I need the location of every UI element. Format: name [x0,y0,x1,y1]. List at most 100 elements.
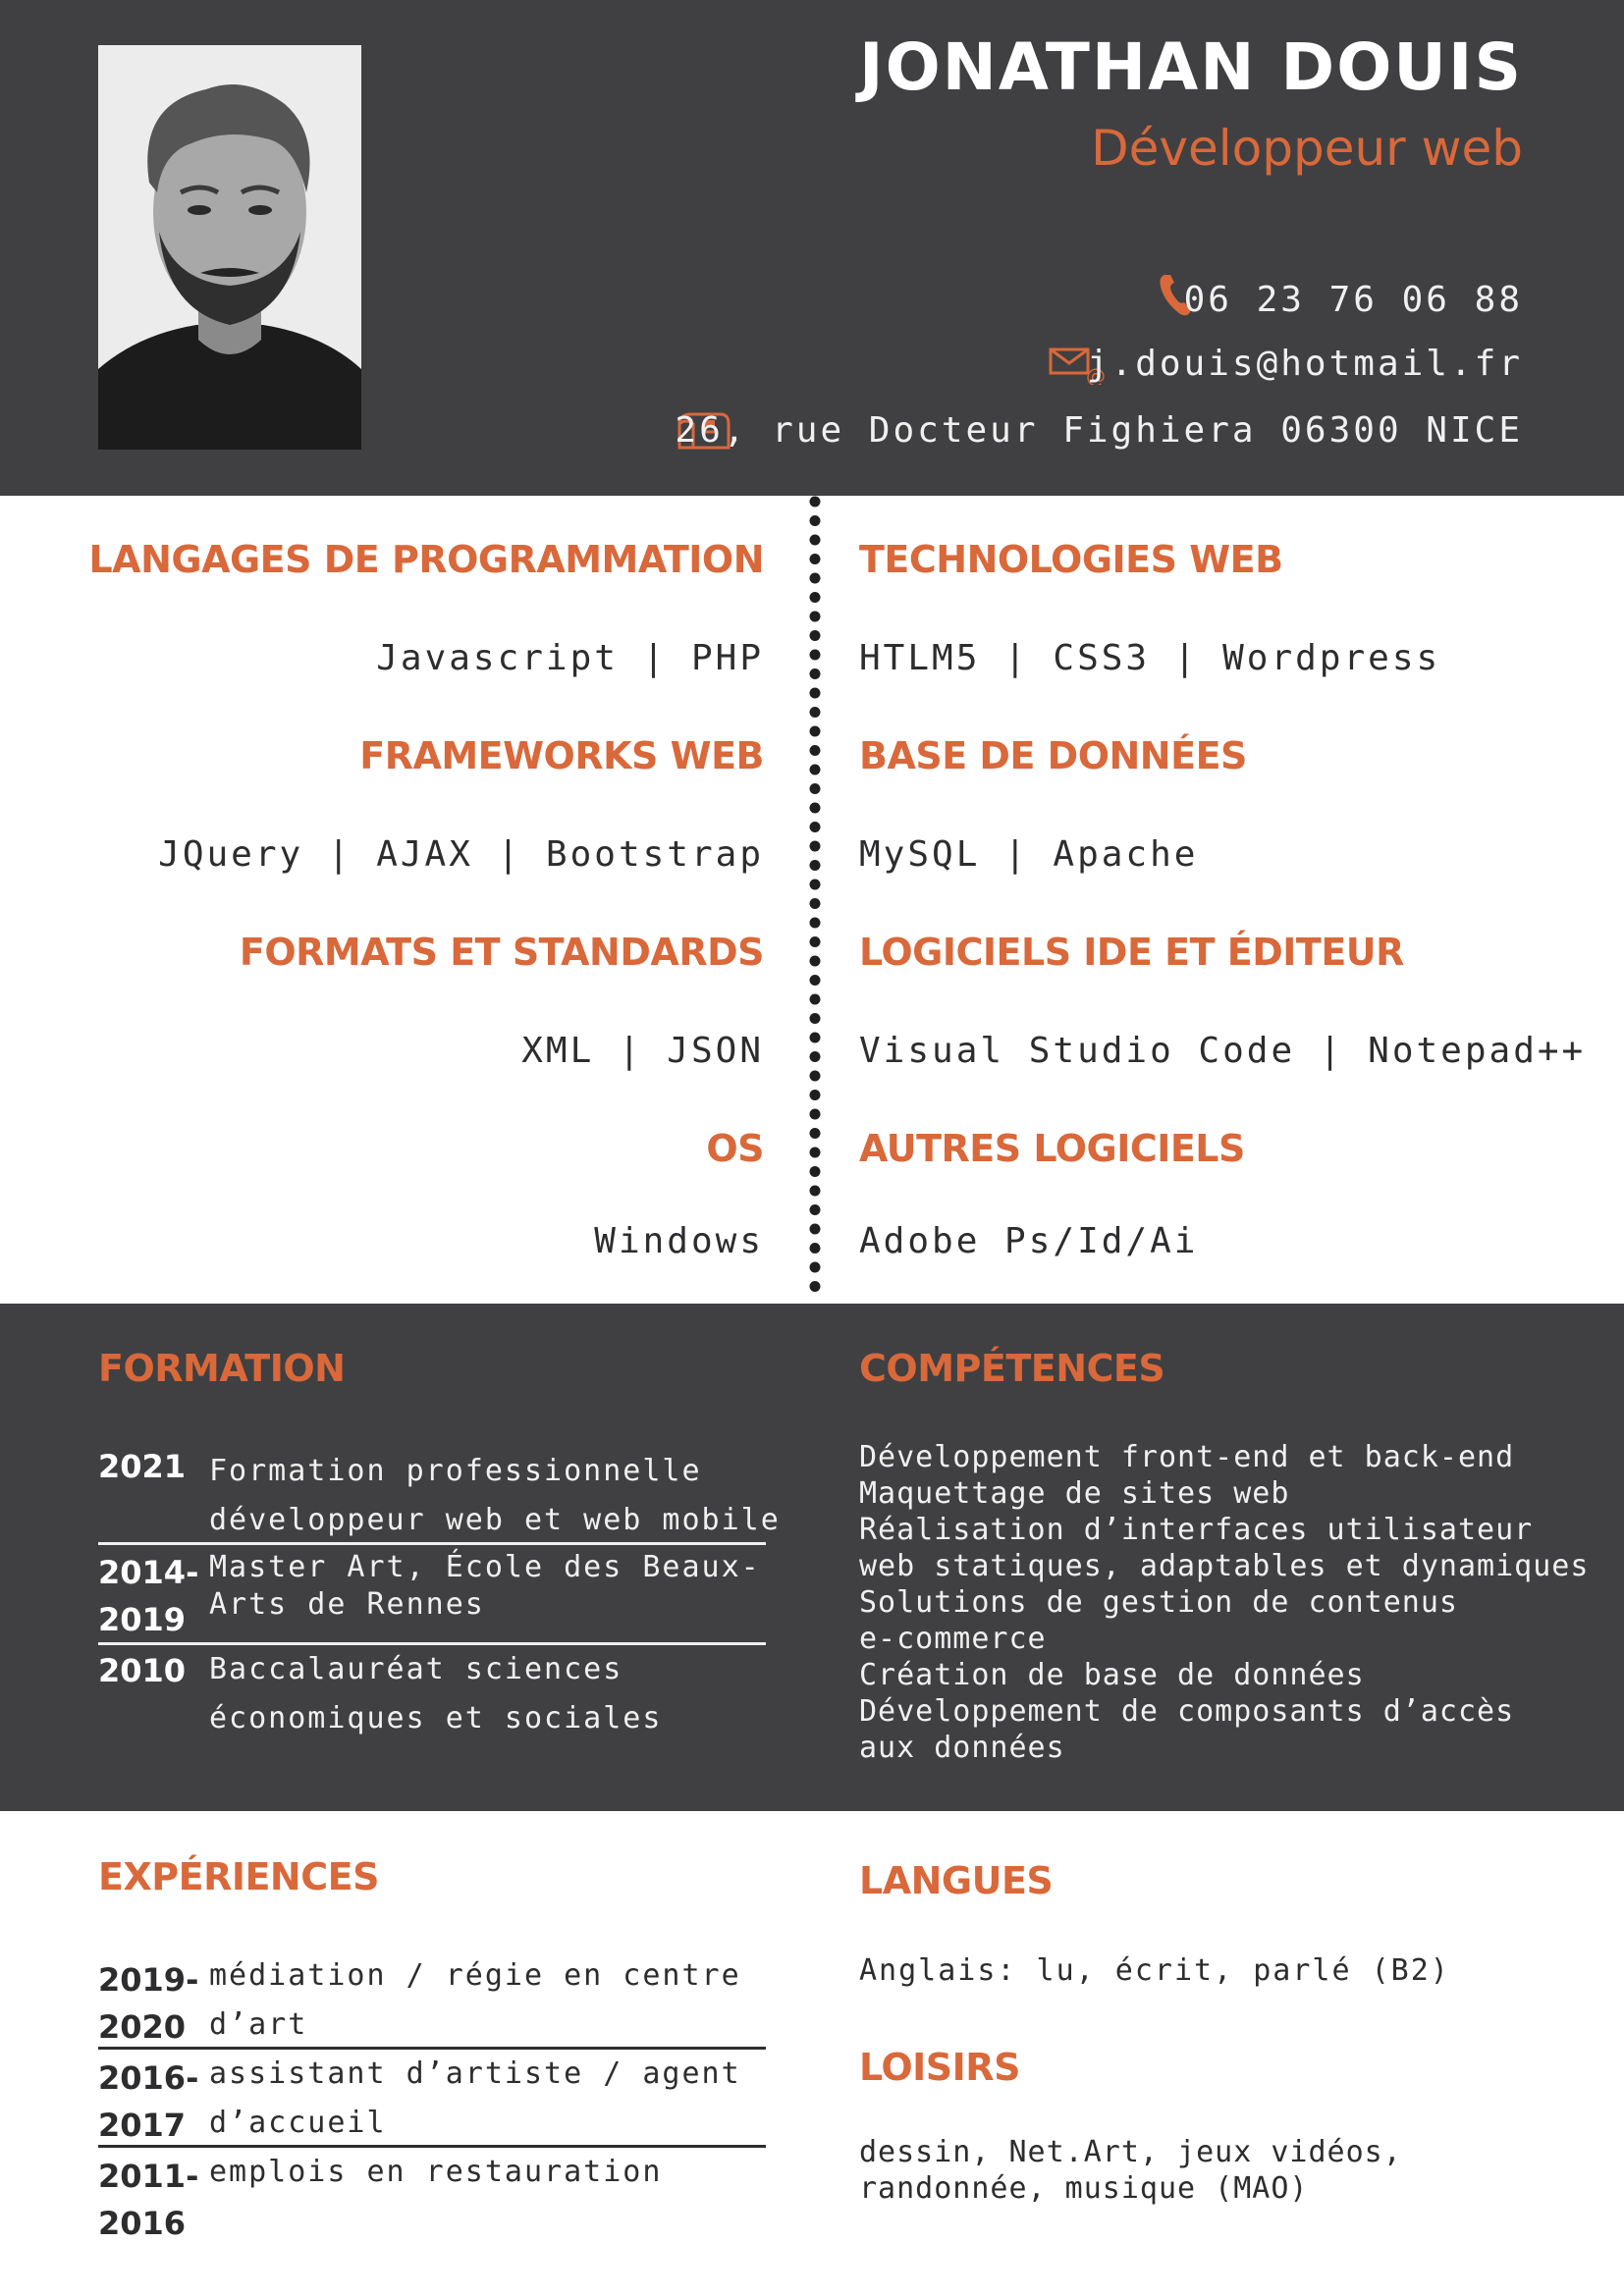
divider-dot [809,1090,821,1100]
formation-line: économiques et sociales [209,1701,663,1735]
competence-line: Maquettage de sites web [859,1476,1290,1511]
profile-photo [98,45,361,450]
value-frameworks: JQuery | AJAX | Bootstrap [158,834,764,875]
divider-dot [809,840,821,852]
job-title: Développeur web [1091,120,1523,177]
divider-dot [809,1185,821,1197]
heading-formation: FORMATION [98,1347,346,1390]
divider-dot [809,725,821,737]
divider-dot [809,802,821,814]
separator-line [98,2047,766,2050]
competence-line: Développement de composants d’accès [859,1694,1515,1729]
separator-line [98,2145,766,2148]
value-formats: XML | JSON [521,1031,764,1071]
competence-line: aux données [859,1731,1065,1765]
postal-address: 26, rue Docteur Fighiera 06300 NICE [675,410,1523,451]
divider-dot [809,975,821,986]
divider-dot [809,1128,821,1139]
divider-dot [809,515,821,526]
phone-number: 06 23 76 06 88 [1183,280,1523,320]
value-bdd: MySQL | Apache [859,834,1199,875]
heading-experiences: EXPÉRIENCES [98,1855,379,1898]
divider-dot [809,611,821,622]
divider-dot [809,1166,821,1177]
divider-dot [809,668,821,679]
experience-line: emplois en restauration [209,2155,663,2189]
divider-dot [809,1223,821,1235]
mail-icon: @ [1049,346,1106,389]
loisirs-line: dessin, Net.Art, jeux vidéos, [859,2135,1402,2169]
divider-dot [809,630,821,641]
mailbox-icon [676,410,732,454]
heading-os: OS [706,1127,764,1170]
formation-year: 2014- [98,1554,199,1591]
divider-dot [809,1243,821,1254]
experience-year: 2016 [98,2205,187,2242]
competence-line: Création de base de données [859,1658,1365,1692]
langues-text: Anglais: lu, écrit, parlé (B2) [859,1953,1450,1988]
divider-dot [809,822,821,832]
divider-dot [809,687,821,699]
divider-dot [809,879,821,890]
experience-line: médiation / régie en centre [209,1958,741,1993]
heading-frameworks: FRAMEWORKS WEB [359,734,764,777]
formation-line: Arts de Rennes [209,1587,485,1622]
heading-technologies: TECHNOLOGIES WEB [859,538,1283,581]
divider-dot [809,1147,821,1158]
formation-year: 2019 [98,1601,187,1638]
divider-dot [809,917,821,929]
experience-year: 2020 [98,2008,187,2046]
competence-line: Réalisation d’interfaces utilisateur [859,1513,1534,1547]
divider-dot [809,1108,821,1120]
separator-line [98,1642,766,1645]
divider-dot [809,1013,821,1024]
header: JONATHAN DOUIS Développeur web 06 23 76 … [0,0,1624,496]
divider-dot [809,572,821,584]
heading-langues: LANGUES [859,1859,1054,1902]
experience-year: 2017 [98,2107,187,2144]
competence-line: web statiques, adaptables et dynamiques [859,1549,1590,1583]
phone-icon [1159,273,1192,322]
formation-line: développeur web et web mobile [209,1503,781,1537]
formation-competences-band: FORMATION 2021 Formation professionnelle… [0,1304,1624,1811]
divider-dot [809,745,821,756]
experience-line: assistant d’artiste / agent [209,2056,741,2091]
value-os: Windows [594,1221,764,1261]
heading-langages: LANGAGES DE PROGRAMMATION [88,538,764,581]
divider-dot [809,898,821,909]
value-technologies: HTLM5 | CSS3 | Wordpress [859,638,1441,678]
divider-dot [809,1261,821,1273]
formation-line: Master Art, École des Beaux- [209,1550,761,1584]
formation-year: 2010 [98,1652,187,1689]
heading-bdd: BASE DE DONNÉES [859,734,1247,777]
email-address[interactable]: j.douis@hotmail.fr [1086,344,1523,384]
divider-dot [809,707,821,718]
separator-line [98,1542,766,1545]
value-logiciels-ide: Visual Studio Code | Notepad++ [859,1031,1587,1071]
competence-line: Développement front-end et back-end [859,1440,1515,1474]
heading-formats: FORMATS ET STANDARDS [239,931,765,974]
divider-dot [809,1281,821,1292]
divider-dot [809,592,821,603]
heading-competences: COMPÉTENCES [859,1347,1165,1390]
divider-dot [809,783,821,794]
divider-dot [809,534,821,546]
experience-line: d’accueil [209,2106,387,2140]
divider-dot [809,993,821,1005]
competence-line: Solutions de gestion de contenus [859,1585,1458,1620]
value-autres-logiciels: Adobe Ps/Id/Ai [859,1221,1199,1261]
divider-dot [809,649,821,661]
experience-year: 2016- [98,2059,199,2097]
formation-year: 2021 [98,1448,187,1485]
divider-dot [809,955,821,967]
competence-line: e-commerce [859,1622,1047,1656]
divider-dot [809,496,821,507]
loisirs-line: randonnée, musique (MAO) [859,2171,1309,2206]
experience-year: 2019- [98,1961,199,1999]
experience-line: d’art [209,2007,308,2042]
heading-loisirs: LOISIRS [859,2046,1020,2089]
value-langages: Javascript | PHP [376,638,764,678]
divider-dot [809,1032,821,1043]
formation-line: Baccalauréat sciences [209,1652,623,1686]
experience-year: 2011- [98,2158,199,2195]
